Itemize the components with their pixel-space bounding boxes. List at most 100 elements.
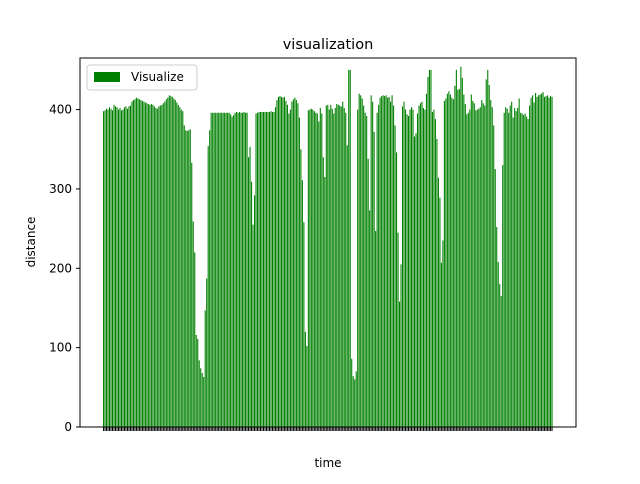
bar — [407, 115, 410, 428]
bar — [279, 96, 281, 427]
bar — [544, 96, 546, 427]
bar — [439, 197, 441, 427]
bar — [294, 97, 296, 428]
bar — [185, 130, 187, 427]
bar — [310, 108, 312, 427]
y-tick-label: 300 — [49, 182, 72, 196]
bar — [400, 264, 402, 427]
bar — [237, 112, 239, 427]
bar — [134, 99, 136, 427]
y-tick-label: 400 — [49, 103, 72, 117]
bar — [173, 98, 175, 427]
bar — [393, 105, 395, 428]
bar — [499, 284, 501, 427]
bar — [428, 69, 430, 428]
bar — [324, 177, 326, 427]
bar — [204, 310, 206, 427]
bar — [162, 103, 164, 427]
bar — [245, 112, 247, 427]
bar — [358, 93, 360, 428]
bar — [488, 84, 490, 427]
bar — [505, 107, 507, 427]
bar — [503, 112, 505, 427]
bar — [252, 224, 254, 427]
bar — [469, 109, 471, 427]
bar — [530, 97, 532, 428]
bar — [147, 104, 149, 427]
bar — [114, 106, 117, 427]
bar — [327, 104, 329, 427]
bar — [520, 112, 522, 427]
bar — [403, 101, 405, 428]
bar — [330, 104, 332, 427]
bar — [120, 110, 123, 428]
bar — [215, 112, 217, 427]
bar — [155, 107, 157, 428]
bar — [451, 97, 453, 428]
bar — [262, 111, 265, 428]
bar — [357, 109, 359, 427]
bar — [541, 93, 543, 428]
bar — [479, 107, 481, 427]
bar — [315, 112, 317, 427]
bar — [165, 99, 167, 427]
bar — [203, 377, 205, 427]
bar — [449, 94, 451, 427]
bar — [538, 95, 540, 428]
bar — [224, 112, 226, 427]
bar — [351, 358, 353, 427]
bar — [307, 110, 309, 428]
bar — [440, 262, 442, 427]
bar — [509, 105, 511, 428]
bar — [159, 105, 161, 428]
bar — [219, 112, 221, 427]
bar — [209, 130, 211, 427]
bar — [291, 101, 293, 428]
bar — [406, 114, 408, 427]
bar — [313, 111, 315, 428]
bar — [500, 296, 502, 427]
bar — [430, 69, 432, 428]
bar — [336, 104, 338, 427]
bar — [517, 107, 519, 428]
bar — [138, 99, 140, 427]
bar — [189, 129, 191, 428]
chart-title: visualization — [283, 37, 374, 53]
bar — [144, 102, 146, 427]
bar — [551, 96, 553, 427]
bar — [463, 94, 465, 427]
bar — [312, 109, 314, 427]
bar — [210, 112, 212, 427]
bar — [497, 261, 499, 427]
bar — [378, 104, 380, 427]
bar — [174, 100, 176, 427]
bar — [105, 108, 108, 427]
bar — [129, 105, 131, 428]
bar — [256, 112, 259, 427]
bar — [218, 112, 220, 427]
bar — [382, 95, 384, 428]
bar — [373, 131, 375, 428]
bar — [454, 85, 456, 428]
legend: Visualize — [86, 64, 198, 91]
bar — [137, 98, 139, 427]
bar — [457, 89, 459, 428]
bar — [153, 106, 155, 427]
bar — [391, 95, 393, 428]
bar — [183, 125, 185, 427]
bar — [192, 221, 194, 427]
bar — [216, 112, 218, 427]
bar — [346, 145, 348, 428]
bar — [418, 105, 420, 428]
bar — [372, 101, 374, 428]
bar — [410, 107, 413, 427]
bar — [437, 177, 439, 427]
bar — [458, 88, 460, 427]
bar — [141, 100, 143, 427]
bar — [123, 107, 126, 427]
bar — [427, 77, 429, 428]
bar — [265, 111, 268, 428]
bar — [264, 111, 266, 428]
bar — [143, 101, 145, 428]
bar — [270, 111, 272, 428]
